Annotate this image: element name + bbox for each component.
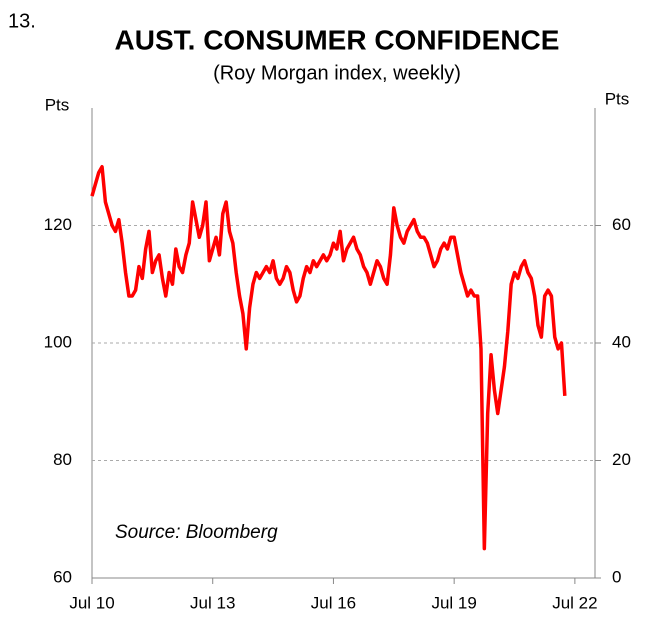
data-line bbox=[90, 165, 567, 551]
x-tick-label: Jul 19 bbox=[431, 593, 476, 612]
y-tick-label: 80 bbox=[53, 450, 72, 469]
y-tick-label: 120 bbox=[44, 215, 72, 234]
y-axis-label: Pts bbox=[45, 95, 70, 114]
y-tick-label: 60 bbox=[53, 567, 72, 586]
figure-number: 13. bbox=[8, 10, 36, 32]
y-tick-label: 100 bbox=[44, 332, 72, 351]
annotation: Source: Bloomberg bbox=[115, 522, 278, 543]
y2-tick-label: 40 bbox=[612, 332, 631, 351]
x-tick-label: Jul 22 bbox=[552, 593, 597, 612]
x-tick-label: Jul 13 bbox=[190, 593, 235, 612]
y2-tick-label: 0 bbox=[612, 567, 621, 586]
y2-tick-label: 20 bbox=[612, 450, 631, 469]
y2-axis-label: Pts bbox=[605, 89, 630, 108]
chart-title: AUST. CONSUMER CONFIDENCE bbox=[115, 24, 560, 55]
x-tick-label: Jul 10 bbox=[69, 593, 114, 612]
y2-tick-label: 60 bbox=[612, 215, 631, 234]
x-tick-label: Jul 16 bbox=[311, 593, 356, 612]
chart-subtitle: (Roy Morgan index, weekly) bbox=[213, 62, 461, 84]
